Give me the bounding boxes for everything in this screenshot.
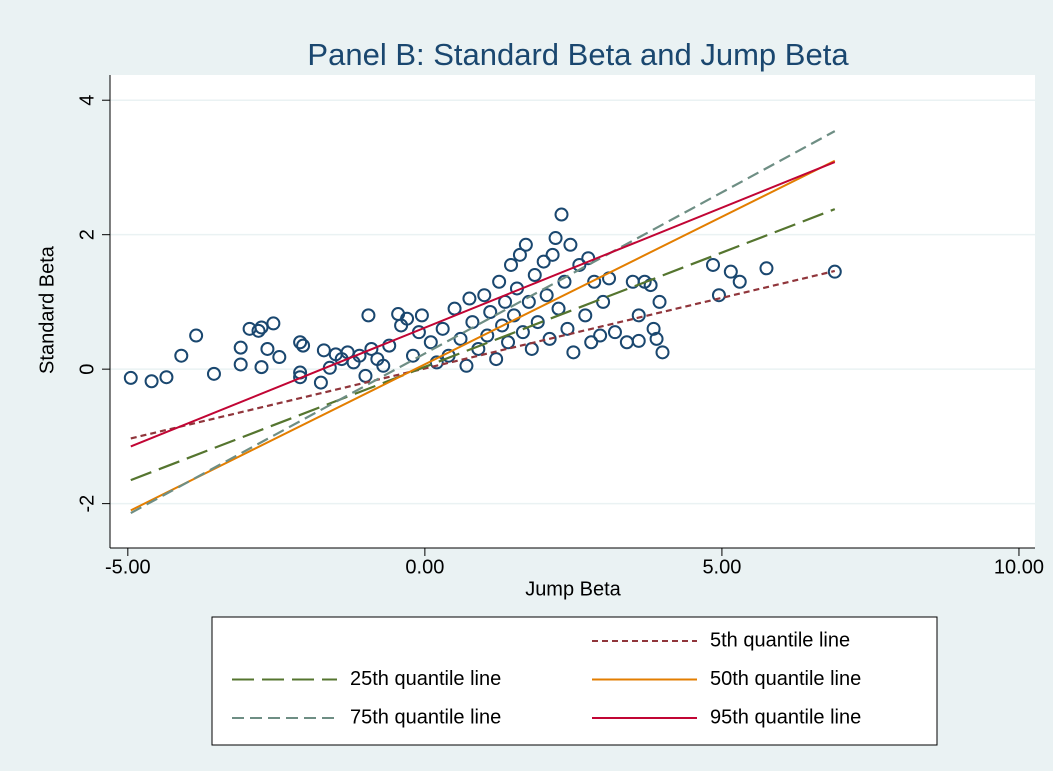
x-tick-label: 5.00	[702, 556, 741, 578]
scatter-point	[548, 231, 563, 246]
scatter-point	[566, 345, 581, 360]
plot-area	[110, 75, 1035, 548]
legend-label: 25th quantile line	[350, 668, 501, 690]
legend-label: 75th quantile line	[350, 706, 501, 728]
scatter-point	[723, 264, 738, 279]
scatter-point	[506, 308, 521, 323]
scatter-point	[563, 237, 578, 252]
y-tick-label: 4	[76, 95, 98, 106]
scatter-point	[759, 261, 774, 276]
scatter-point	[536, 254, 551, 269]
scatter-point	[364, 341, 379, 356]
scatter-point	[293, 370, 308, 385]
scatter-point	[296, 338, 311, 353]
scatter-point	[361, 308, 376, 323]
scatter-point	[732, 274, 747, 289]
scatter-point	[655, 345, 670, 360]
scatter-point	[504, 257, 519, 272]
scatter-point	[512, 247, 527, 262]
scatter-point	[489, 352, 504, 367]
scatter-point	[495, 318, 510, 333]
scatter-point	[483, 305, 498, 320]
scatter-point	[560, 321, 575, 336]
scatter-point	[539, 288, 554, 303]
scatter-point	[233, 340, 248, 355]
scatter-point	[293, 335, 308, 350]
scatter-point	[631, 333, 646, 348]
quantile-line	[130, 130, 836, 515]
scatter-point	[477, 288, 492, 303]
scatter-point	[593, 328, 608, 343]
scatter-point	[607, 325, 622, 340]
scatter-point	[649, 331, 664, 346]
scatter-point	[706, 257, 721, 272]
quantile-line	[130, 208, 836, 482]
scatter-point	[501, 335, 516, 350]
legend-label: 50th quantile line	[710, 668, 861, 690]
x-tick-label: -5.00	[105, 556, 151, 578]
quantile-line	[130, 269, 836, 440]
scatter-point	[316, 343, 331, 358]
scatter-point	[596, 294, 611, 309]
y-tick-label: 2	[76, 229, 98, 240]
legend-label: 95th quantile line	[710, 706, 861, 728]
scatter-point	[827, 264, 842, 279]
scatter-point	[578, 308, 593, 323]
scatter-point	[542, 331, 557, 346]
scatter-point	[159, 370, 174, 385]
y-tick-label: -2	[76, 495, 98, 513]
scatter-point	[423, 335, 438, 350]
scatter-point	[189, 328, 204, 343]
scatter-point	[144, 374, 159, 389]
scatter-point	[251, 323, 266, 338]
scatter-point	[652, 294, 667, 309]
scatter-point	[174, 348, 189, 363]
scatter-point	[435, 321, 450, 336]
scatter-point	[530, 315, 545, 330]
x-tick-label: 0.00	[405, 556, 444, 578]
scatter-point	[453, 331, 468, 346]
scatter-point	[515, 325, 530, 340]
scatter-point	[587, 274, 602, 289]
scatter-point	[382, 338, 397, 353]
x-axis-label: Jump Beta	[525, 578, 621, 600]
scatter-point	[414, 308, 429, 323]
scatter-point	[400, 311, 415, 326]
quantile-line	[130, 161, 836, 448]
scatter-point	[254, 320, 269, 335]
scatter-point	[631, 308, 646, 323]
legend	[211, 616, 938, 746]
chart-title: Panel B: Standard Beta and Jump Beta	[307, 37, 849, 72]
scatter-point	[313, 375, 328, 390]
scatter-point	[123, 370, 138, 385]
scatter-point	[233, 357, 248, 372]
scatter-point	[545, 247, 560, 262]
scatter-point	[711, 288, 726, 303]
y-axis-label: Standard Beta	[36, 245, 58, 374]
scatter-point	[492, 274, 507, 289]
scatter-point	[266, 316, 281, 331]
quantile-line	[130, 159, 836, 512]
scatter-point	[584, 335, 599, 350]
scatter-point	[272, 350, 287, 365]
legend-label: 5th quantile line	[710, 629, 850, 651]
x-tick-label: 10.00	[994, 556, 1044, 578]
y-tick-label: 0	[76, 364, 98, 375]
scatter-point	[376, 358, 391, 373]
scatter-point	[527, 268, 542, 283]
scatter-point	[462, 291, 477, 306]
scatter-point	[554, 207, 569, 222]
scatter-point	[206, 366, 221, 381]
scatter-point	[260, 341, 275, 356]
scatter-point	[459, 358, 474, 373]
scatter-point	[518, 237, 533, 252]
scatter-point	[254, 360, 269, 375]
